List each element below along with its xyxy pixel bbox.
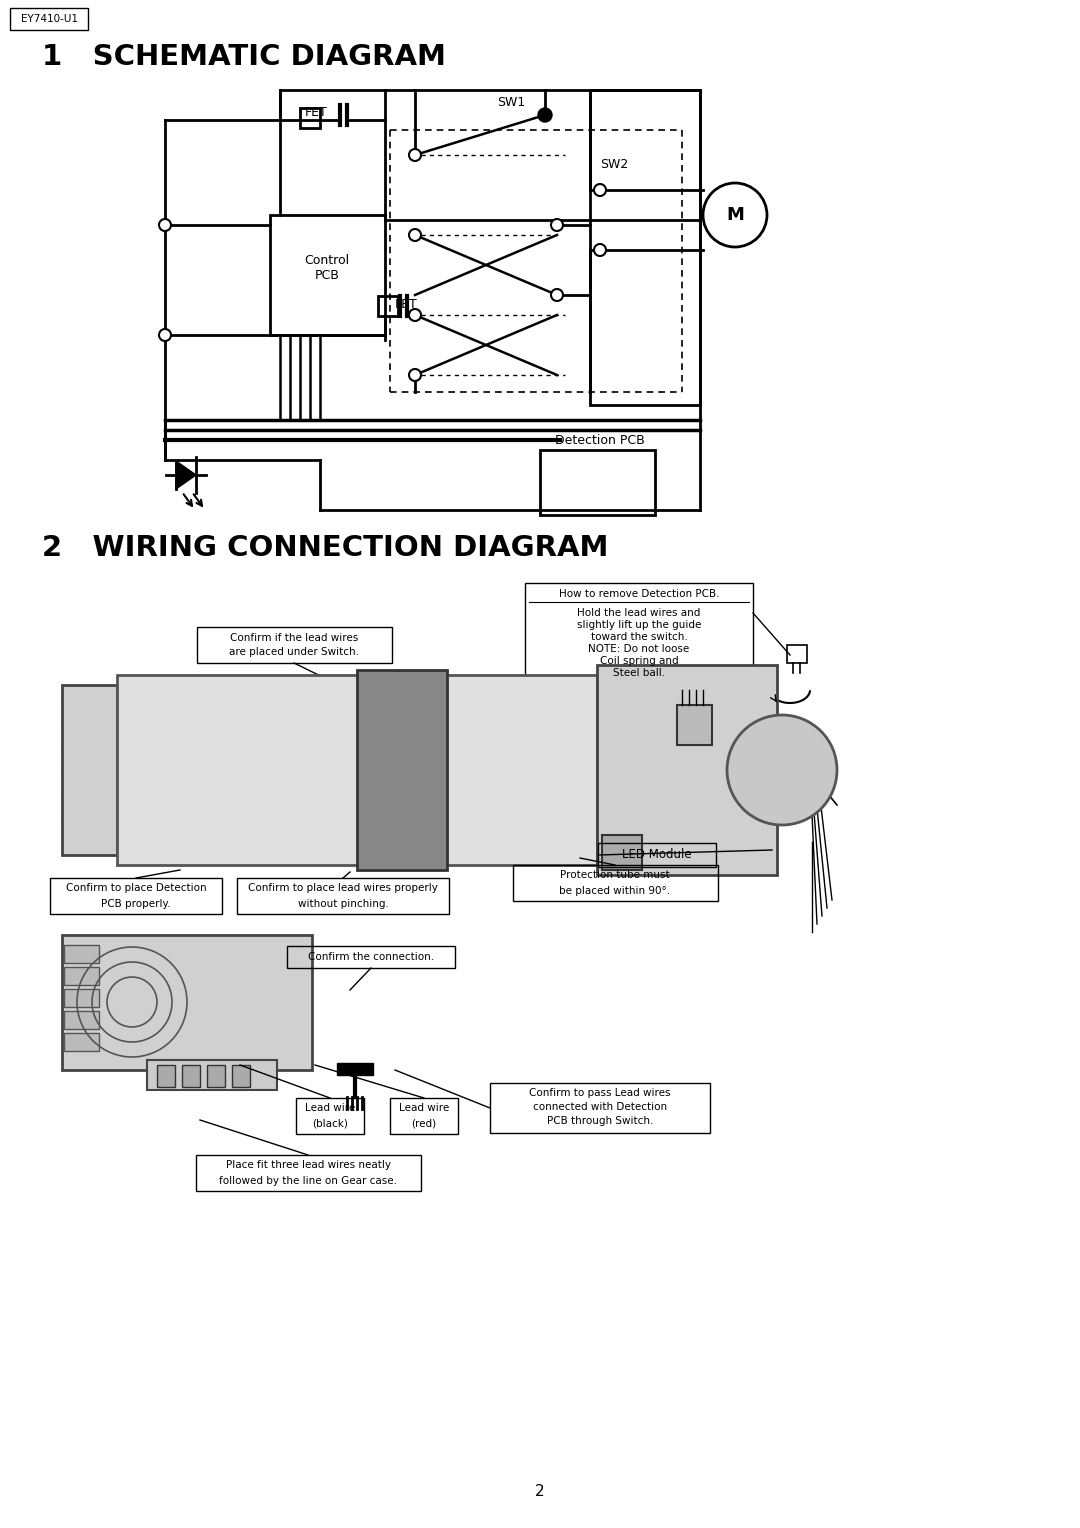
Bar bbox=[197, 626, 392, 663]
Bar bbox=[62, 685, 117, 856]
Text: are placed under Switch.: are placed under Switch. bbox=[229, 646, 359, 657]
Text: LED Module: LED Module bbox=[622, 848, 692, 862]
Bar bbox=[237, 879, 449, 914]
Text: toward the switch.: toward the switch. bbox=[591, 633, 687, 642]
Bar bbox=[390, 1099, 458, 1134]
Text: connected with Detection: connected with Detection bbox=[532, 1102, 667, 1112]
Text: Control
PCB: Control PCB bbox=[305, 254, 350, 283]
Bar bbox=[64, 989, 99, 1007]
Circle shape bbox=[727, 715, 837, 825]
Text: 2: 2 bbox=[536, 1485, 544, 1499]
Bar bbox=[300, 108, 320, 128]
Text: Coil spring and: Coil spring and bbox=[599, 656, 678, 666]
Text: SW2: SW2 bbox=[600, 159, 629, 171]
Polygon shape bbox=[337, 1063, 373, 1076]
Circle shape bbox=[409, 150, 421, 160]
Bar bbox=[62, 691, 117, 711]
Bar bbox=[540, 451, 654, 515]
Bar bbox=[384, 90, 700, 220]
Bar bbox=[525, 584, 753, 685]
Text: Detection PCB: Detection PCB bbox=[555, 434, 645, 446]
Bar bbox=[183, 1065, 200, 1086]
Text: Lead wire: Lead wire bbox=[305, 1103, 355, 1112]
Bar bbox=[590, 90, 700, 405]
Text: 1   SCHEMATIC DIAGRAM: 1 SCHEMATIC DIAGRAM bbox=[42, 43, 446, 70]
Bar bbox=[296, 1099, 364, 1134]
Bar bbox=[64, 944, 99, 963]
Bar bbox=[50, 879, 222, 914]
Text: Hold the lead wires and: Hold the lead wires and bbox=[578, 608, 701, 617]
Bar bbox=[513, 865, 718, 902]
Circle shape bbox=[159, 219, 171, 231]
Text: followed by the line on Gear case.: followed by the line on Gear case. bbox=[219, 1177, 397, 1186]
Text: FET: FET bbox=[305, 105, 327, 119]
Bar bbox=[357, 669, 447, 869]
Bar bbox=[270, 215, 384, 335]
Circle shape bbox=[594, 183, 606, 196]
Circle shape bbox=[409, 229, 421, 241]
Bar bbox=[64, 1033, 99, 1051]
Circle shape bbox=[409, 368, 421, 380]
Text: 2   WIRING CONNECTION DIAGRAM: 2 WIRING CONNECTION DIAGRAM bbox=[42, 533, 608, 562]
Bar bbox=[787, 645, 807, 663]
Text: M: M bbox=[726, 206, 744, 225]
Bar bbox=[62, 935, 312, 1070]
Circle shape bbox=[159, 329, 171, 341]
Text: without pinching.: without pinching. bbox=[298, 898, 389, 909]
Bar bbox=[10, 8, 87, 31]
Text: SW1: SW1 bbox=[497, 96, 525, 110]
Bar bbox=[157, 1065, 175, 1086]
Bar bbox=[677, 704, 712, 746]
Bar bbox=[62, 810, 117, 830]
Bar bbox=[195, 1155, 421, 1190]
Text: Place fit three lead wires neatly: Place fit three lead wires neatly bbox=[226, 1160, 391, 1170]
Polygon shape bbox=[387, 830, 407, 856]
Bar bbox=[62, 714, 117, 733]
Polygon shape bbox=[176, 461, 195, 489]
Bar bbox=[287, 946, 455, 969]
Text: NOTE: Do not loose: NOTE: Do not loose bbox=[589, 643, 690, 654]
Bar bbox=[602, 834, 642, 869]
Text: EY7410-U1: EY7410-U1 bbox=[21, 14, 78, 24]
Text: Confirm if the lead wires: Confirm if the lead wires bbox=[230, 633, 359, 643]
Text: Confirm to place Detection: Confirm to place Detection bbox=[66, 883, 206, 892]
Text: PCB properly.: PCB properly. bbox=[102, 898, 171, 909]
Text: Confirm to place lead wires properly: Confirm to place lead wires properly bbox=[248, 883, 437, 892]
Bar bbox=[597, 665, 777, 876]
Text: (red): (red) bbox=[411, 1118, 436, 1129]
Circle shape bbox=[594, 244, 606, 257]
Text: Steel ball.: Steel ball. bbox=[613, 668, 665, 678]
Text: slightly lift up the guide: slightly lift up the guide bbox=[577, 620, 701, 630]
Bar bbox=[490, 1083, 710, 1132]
Text: be placed within 90°.: be placed within 90°. bbox=[559, 886, 671, 895]
Bar bbox=[232, 1065, 249, 1086]
Bar bbox=[62, 762, 117, 782]
Bar bbox=[64, 967, 99, 986]
Text: Confirm the connection.: Confirm the connection. bbox=[308, 952, 434, 963]
Text: Protection tube must: Protection tube must bbox=[561, 869, 670, 880]
Circle shape bbox=[409, 309, 421, 321]
Bar bbox=[64, 1012, 99, 1028]
Circle shape bbox=[551, 219, 563, 231]
Bar bbox=[62, 785, 117, 805]
Bar bbox=[147, 1060, 276, 1089]
Circle shape bbox=[538, 108, 552, 122]
Circle shape bbox=[551, 289, 563, 301]
Text: FET: FET bbox=[395, 298, 418, 312]
Bar bbox=[378, 296, 399, 316]
Text: (black): (black) bbox=[312, 1118, 348, 1129]
Bar bbox=[598, 843, 716, 866]
Bar bbox=[207, 1065, 225, 1086]
Text: Lead wire: Lead wire bbox=[399, 1103, 449, 1112]
Bar bbox=[117, 675, 597, 865]
Text: PCB through Switch.: PCB through Switch. bbox=[546, 1115, 653, 1126]
Text: How to remove Detection PCB.: How to remove Detection PCB. bbox=[558, 588, 719, 599]
Text: Confirm to pass Lead wires: Confirm to pass Lead wires bbox=[529, 1088, 671, 1099]
Bar bbox=[62, 738, 117, 758]
